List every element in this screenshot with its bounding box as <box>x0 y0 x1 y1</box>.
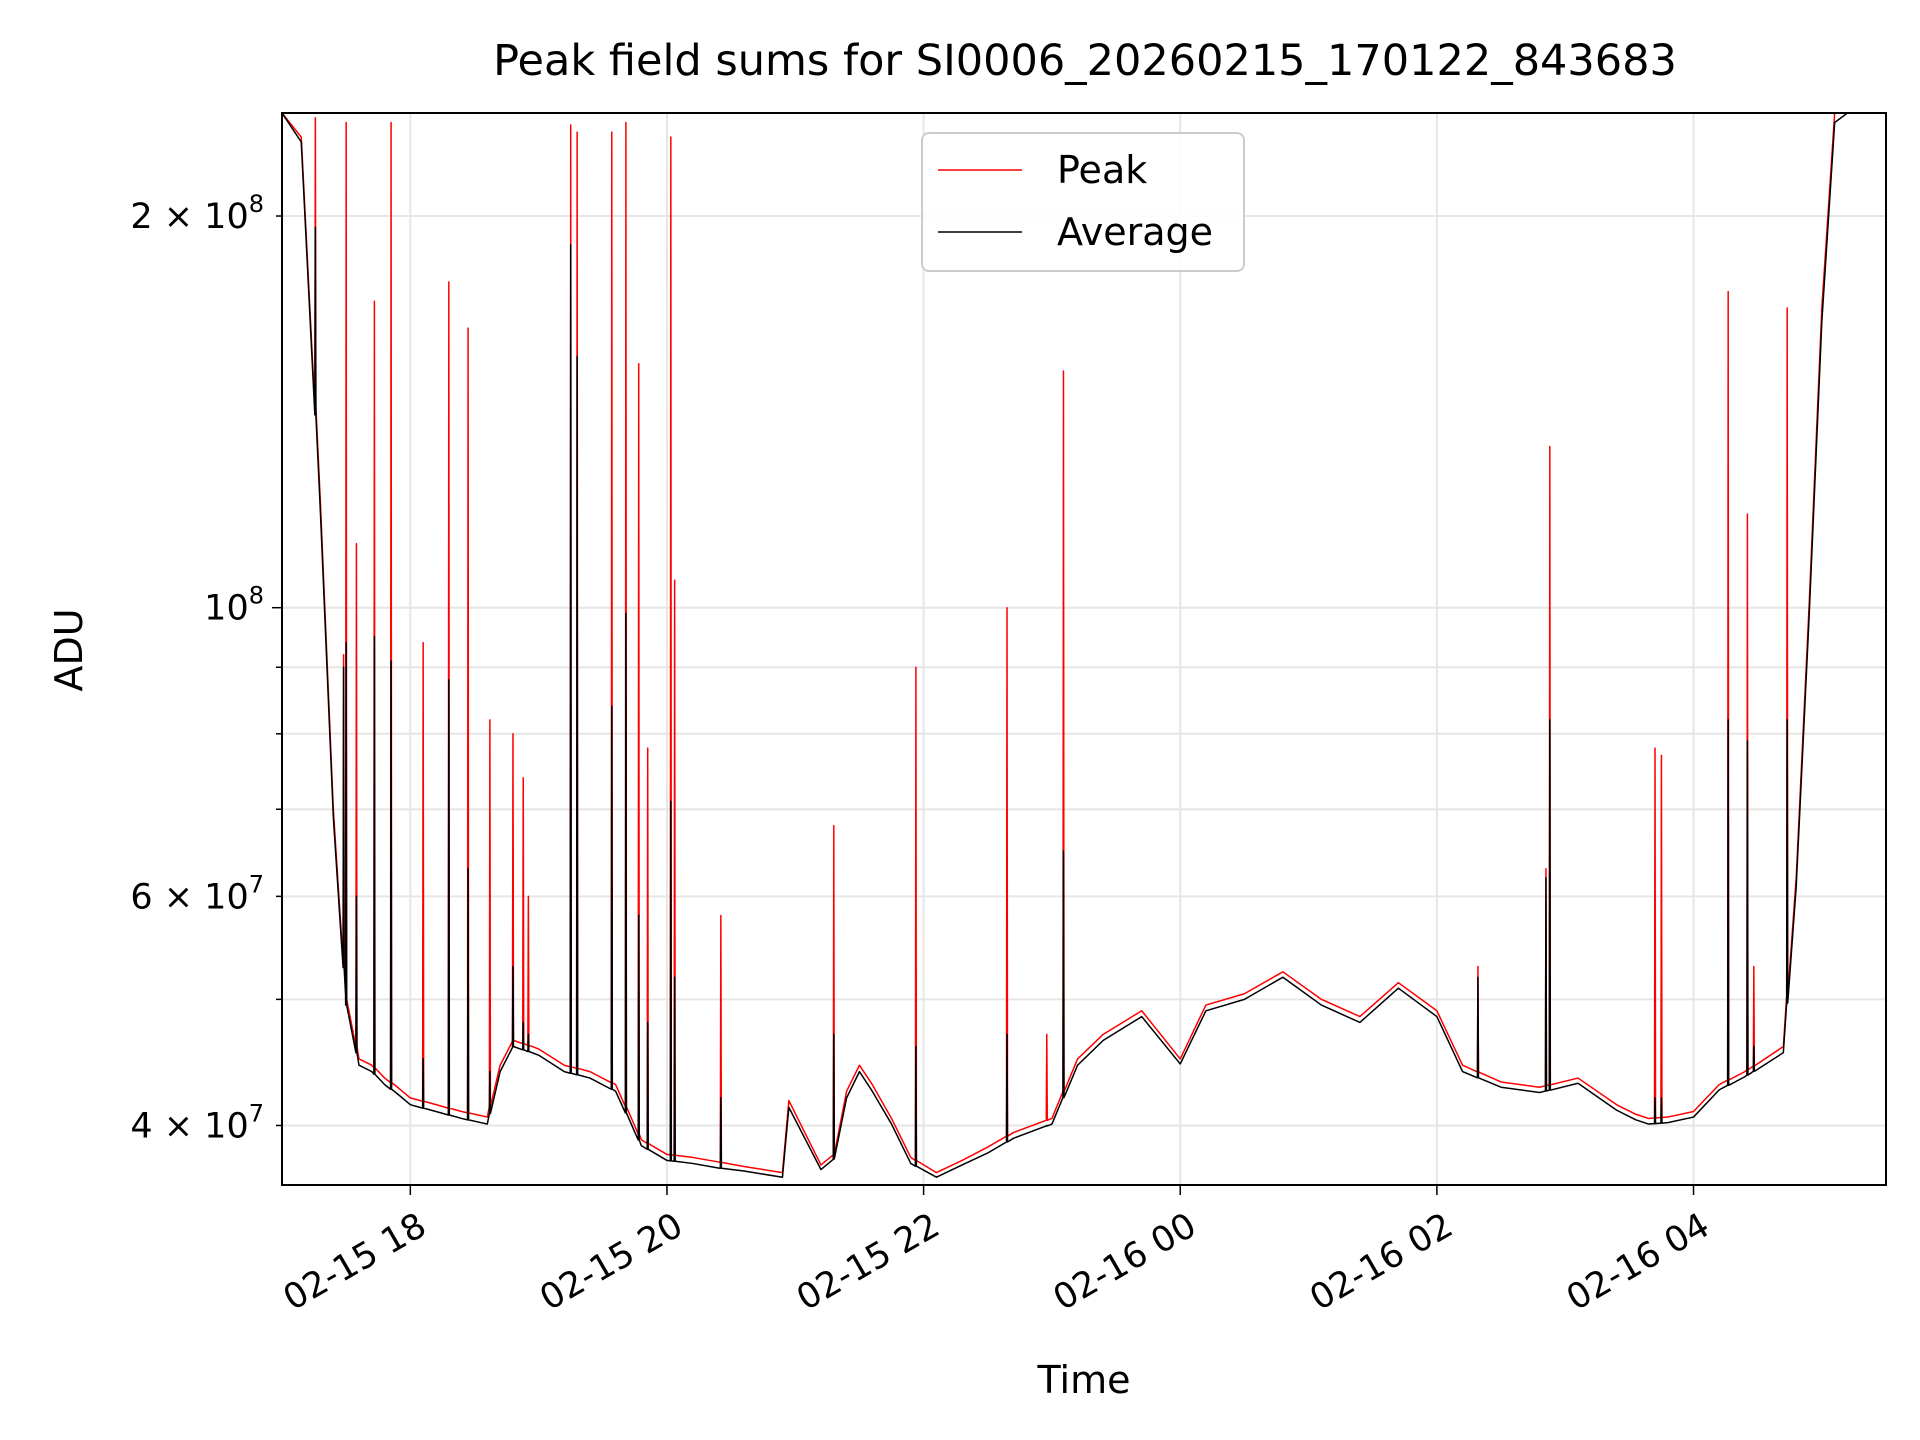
y-tick-label: 6 × 107 <box>130 870 264 917</box>
y-tick-label: 2 × 108 <box>130 190 264 237</box>
y-axis-label: ADU <box>47 608 91 691</box>
x-axis-label: Time <box>1037 1358 1131 1402</box>
legend: Peak Average <box>921 132 1245 272</box>
legend-label-peak: Peak <box>1057 148 1147 192</box>
series-line-peak <box>282 113 1886 1174</box>
legend-box <box>921 132 1245 272</box>
series-layer <box>282 113 1886 1178</box>
chart-title: Peak field sums for SI0006_20260215_1701… <box>493 36 1677 86</box>
series-line-average <box>282 113 1886 1178</box>
y-axis: 108 4 × 107 6 × 107 2 × 108 <box>130 190 282 1146</box>
plot-frame <box>281 112 1887 1186</box>
y-tick-label: 108 <box>204 582 264 629</box>
legend-label-average: Average <box>1057 210 1213 254</box>
y-tick-label: 4 × 107 <box>130 1099 264 1146</box>
